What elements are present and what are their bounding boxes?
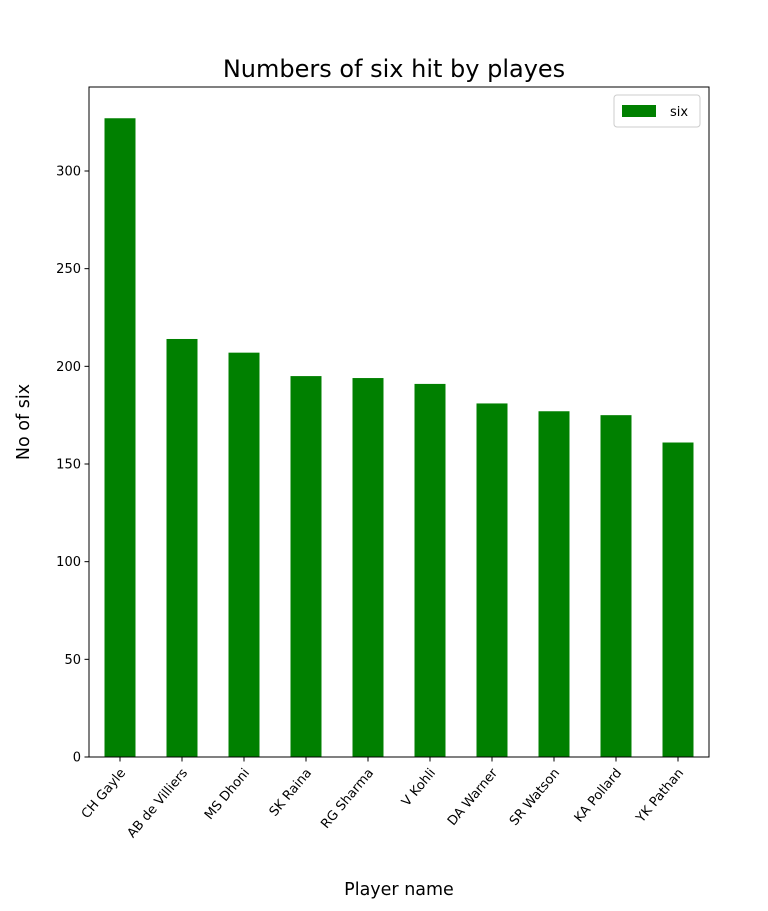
chart-title: Numbers of six hit by playes (223, 55, 565, 83)
x-tick-label: AB de Villiers (125, 766, 192, 841)
y-tick-label: 0 (73, 751, 81, 766)
bar-sr-watson (538, 411, 570, 757)
x-tick-label: MS Dhoni (202, 766, 253, 823)
y-tick-label: 100 (56, 555, 81, 570)
x-tick-label: YK Pathan (633, 766, 687, 826)
y-tick-label: 200 (56, 360, 81, 375)
legend-box (613, 94, 701, 128)
bar-ms-dhoni (228, 352, 260, 757)
bar-v-kohli (414, 383, 446, 757)
bar-rg-sharma (352, 378, 384, 757)
bar-da-warner (476, 403, 508, 757)
bar-ka-pollard (600, 415, 632, 757)
bar-ch-gayle (104, 118, 136, 757)
legend-swatch (622, 105, 656, 117)
bar-ab-de-villiers (166, 338, 198, 757)
y-tick-label: 150 (56, 457, 81, 472)
x-tick-label: RG Sharma (318, 766, 377, 832)
y-axis-ticks: 0 50 100 150 200 250 300 (56, 164, 89, 766)
y-axis-label: No of six (14, 384, 34, 460)
x-tick-label: CH Gayle (79, 766, 129, 822)
y-tick-label: 250 (56, 262, 81, 277)
bar-sk-raina (290, 376, 322, 757)
x-tick-label: V Kohli (399, 766, 439, 810)
x-tick-label: DA Warner (445, 765, 502, 828)
x-tick-label: SR Watson (507, 766, 563, 829)
x-axis-label: Player name (344, 880, 454, 900)
y-tick-label: 50 (64, 653, 81, 668)
legend: six (613, 94, 701, 128)
legend-label-six: six (670, 105, 688, 120)
y-tick-label: 300 (56, 164, 81, 179)
bar-yk-pathan (662, 442, 694, 757)
x-tick-label: SK Raina (267, 766, 315, 820)
bars-layer (104, 118, 694, 757)
x-tick-label: KA Pollard (572, 766, 625, 826)
plot-frame (88, 86, 710, 758)
